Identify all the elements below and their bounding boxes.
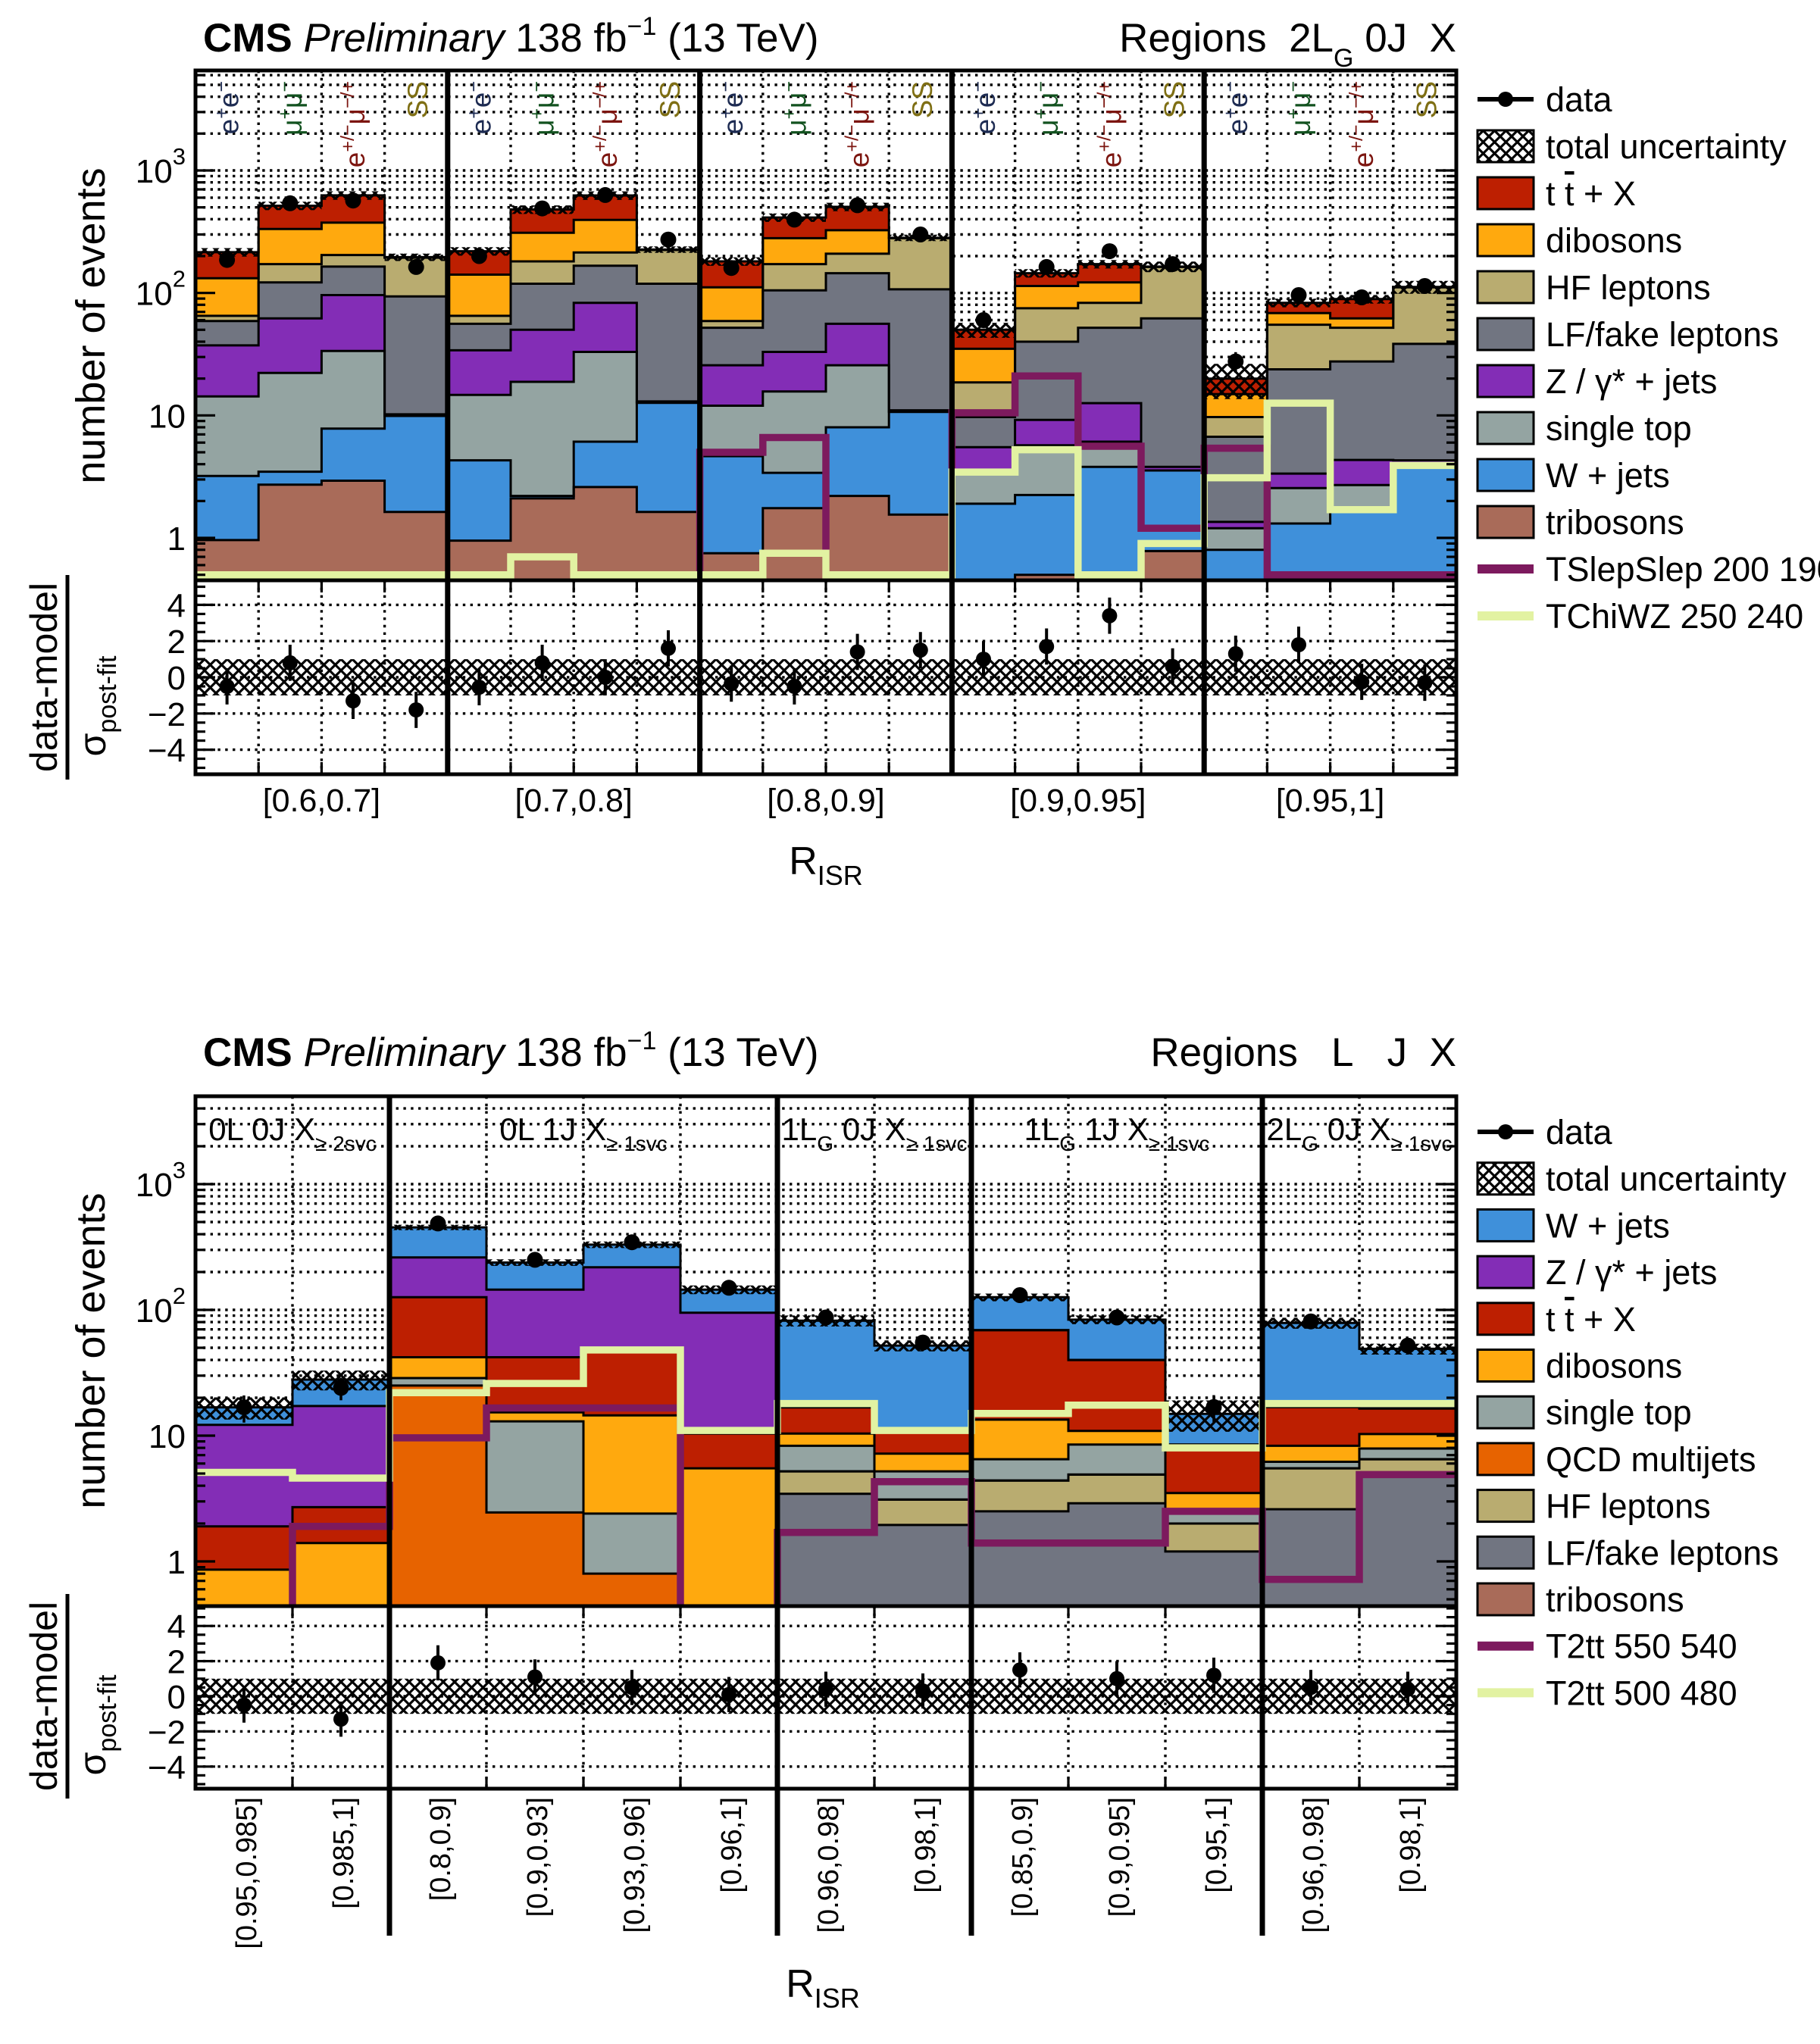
svg-text:W + jets: W + jets [1546, 1206, 1670, 1245]
svg-text:μ+μ−: μ+μ− [274, 81, 308, 136]
svg-text:single top: single top [1546, 1393, 1692, 1432]
svg-text:[0.85,0.9]: [0.85,0.9] [1007, 1797, 1039, 1917]
svg-text:tribosons: tribosons [1546, 503, 1684, 542]
svg-text:SS: SS [1159, 81, 1190, 118]
svg-text:e+/−μ−/+: e+/−μ−/+ [1093, 81, 1127, 167]
svg-text:CMS Preliminary 138 fb−1 (13 T: CMS Preliminary 138 fb−1 (13 TeV) [203, 1027, 819, 1075]
svg-text:[0.9,0.93]: [0.9,0.93] [522, 1797, 554, 1917]
svg-text:RISR: RISR [786, 1962, 860, 2014]
svg-text:[0.8,0.9]: [0.8,0.9] [767, 783, 884, 819]
svg-text:[0.93,0.96]: [0.93,0.96] [619, 1797, 651, 1933]
svg-text:SS: SS [402, 81, 433, 118]
svg-text:Z / γ* + jets: Z / γ* + jets [1546, 362, 1717, 401]
svg-text:T2tt 550 540: T2tt 550 540 [1546, 1627, 1737, 1666]
svg-text:t t + X: t t + X [1546, 1300, 1636, 1339]
svg-text:HF leptons: HF leptons [1546, 1487, 1711, 1526]
svg-text:data-model: data-model [23, 583, 65, 772]
svg-text:data: data [1546, 80, 1613, 119]
svg-text:SS: SS [1411, 81, 1442, 118]
svg-text:tribosons: tribosons [1546, 1580, 1684, 1619]
svg-text:Regions L J X: Regions L J X [1150, 1030, 1456, 1075]
svg-text:SS: SS [907, 81, 938, 118]
svg-text:[0.98,1]: [0.98,1] [1395, 1797, 1427, 1893]
svg-text:[0.9,0.95]: [0.9,0.95] [1010, 783, 1146, 819]
svg-text:e+/−μ−/+: e+/−μ−/+ [589, 81, 623, 167]
svg-text:2: 2 [167, 1644, 186, 1681]
svg-text:−2: −2 [148, 1714, 186, 1751]
svg-text:1: 1 [167, 1544, 186, 1581]
svg-text:−4: −4 [148, 733, 186, 770]
svg-text:single top: single top [1546, 409, 1692, 448]
svg-text:1: 1 [167, 520, 186, 558]
svg-text:[0.8,0.9]: [0.8,0.9] [425, 1797, 457, 1901]
svg-text:[0.7,0.8]: [0.7,0.8] [514, 783, 632, 819]
svg-text:TChiWZ 250 240: TChiWZ 250 240 [1546, 597, 1803, 636]
svg-text:0: 0 [167, 660, 186, 697]
svg-text:10: 10 [149, 398, 186, 435]
svg-text:total uncertainty: total uncertainty [1546, 1160, 1787, 1199]
svg-text:LF/fake leptons: LF/fake leptons [1546, 315, 1779, 354]
svg-text:[0.985,1]: [0.985,1] [328, 1797, 360, 1909]
svg-text:total uncertainty: total uncertainty [1546, 127, 1787, 166]
svg-text:−4: −4 [148, 1749, 186, 1786]
svg-text:[0.95,0.985]: [0.95,0.985] [231, 1797, 263, 1949]
svg-text:4: 4 [167, 587, 186, 624]
svg-text:number of events: number of events [68, 167, 114, 483]
svg-text:data-model: data-model [23, 1602, 65, 1791]
svg-text:e+e−: e+e− [211, 81, 245, 134]
svg-text:dibosons: dibosons [1546, 1347, 1682, 1386]
svg-text:4: 4 [167, 1608, 186, 1646]
svg-text:[0.9,0.95]: [0.9,0.95] [1104, 1797, 1136, 1917]
svg-text:−2: −2 [148, 696, 186, 733]
svg-text:2: 2 [167, 624, 186, 661]
svg-text:e+/−μ−/+: e+/−μ−/+ [337, 81, 371, 167]
svg-text:e+e−: e+e− [715, 81, 749, 134]
svg-text:TSlepSlep 200 190: TSlepSlep 200 190 [1546, 550, 1820, 589]
svg-text:0: 0 [167, 1679, 186, 1716]
svg-text:data: data [1546, 1113, 1613, 1152]
svg-text:[0.98,1]: [0.98,1] [910, 1797, 942, 1893]
svg-text:Z / γ* + jets: Z / γ* + jets [1546, 1253, 1717, 1292]
svg-text:T2tt 500 480: T2tt 500 480 [1546, 1674, 1737, 1712]
svg-text:[0.96,1]: [0.96,1] [716, 1797, 748, 1893]
svg-text:e+e−: e+e− [1220, 81, 1253, 134]
svg-text:LF/fake leptons: LF/fake leptons [1546, 1533, 1779, 1572]
svg-text:HF leptons: HF leptons [1546, 268, 1711, 307]
svg-text:[0.96,0.98]: [0.96,0.98] [1298, 1797, 1330, 1933]
svg-text:[0.96,0.98]: [0.96,0.98] [813, 1797, 845, 1933]
svg-text:W + jets: W + jets [1546, 456, 1670, 495]
svg-text:QCD multijets: QCD multijets [1546, 1440, 1756, 1479]
svg-text:number of events: number of events [68, 1192, 114, 1508]
svg-text:CMS Preliminary 138 fb−1 (13 T: CMS Preliminary 138 fb−1 (13 TeV) [203, 12, 819, 61]
svg-text:SS: SS [655, 81, 686, 118]
svg-text:e+/−μ−/+: e+/−μ−/+ [1346, 81, 1379, 167]
svg-text:[0.6,0.7]: [0.6,0.7] [263, 783, 380, 819]
svg-text:10: 10 [149, 1418, 186, 1455]
svg-text:μ+μ−: μ+μ− [1030, 81, 1064, 136]
svg-text:dibosons: dibosons [1546, 221, 1682, 260]
svg-text:[0.95,1]: [0.95,1] [1201, 1797, 1233, 1893]
svg-text:μ+μ−: μ+μ− [1283, 81, 1316, 136]
svg-text:[0.95,1]: [0.95,1] [1276, 783, 1384, 819]
svg-text:t t + X: t t + X [1546, 174, 1636, 213]
